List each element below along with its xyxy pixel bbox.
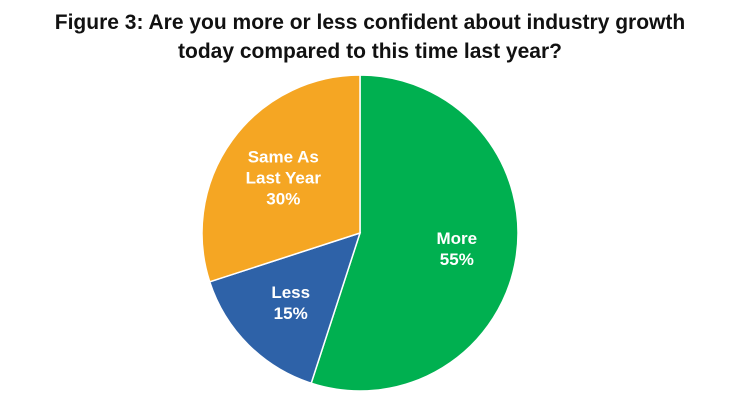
pie-labels: More 55% Less 15% Same As Last Year 30%: [246, 147, 477, 322]
pie-value-label: 30%: [266, 189, 300, 208]
pie-value-label: 55%: [440, 250, 474, 269]
pie-label-less: Less 15%: [271, 283, 310, 323]
chart-title-line-2: today compared to this time last year?: [178, 40, 562, 63]
pie-category-label: Same As: [248, 147, 319, 166]
pie-slices: [201, 74, 519, 392]
pie-label-same-as-last-year: Same As Last Year 30%: [246, 147, 322, 208]
pie-slice-same-as-last-year: [201, 74, 361, 283]
pie-category-label: Less: [271, 283, 310, 302]
pie-slice-more: [310, 74, 519, 392]
pie-category-label: More: [436, 229, 477, 248]
pie-value-label: 15%: [274, 304, 308, 323]
pie-category-label: Last Year: [246, 168, 322, 187]
pie-slice-less: [208, 231, 362, 385]
chart-title: Figure 3: Are you more or less confident…: [0, 8, 740, 66]
pie-label-more: More 55%: [436, 229, 477, 269]
chart-title-line-1: Figure 3: Are you more or less confident…: [54, 11, 686, 34]
